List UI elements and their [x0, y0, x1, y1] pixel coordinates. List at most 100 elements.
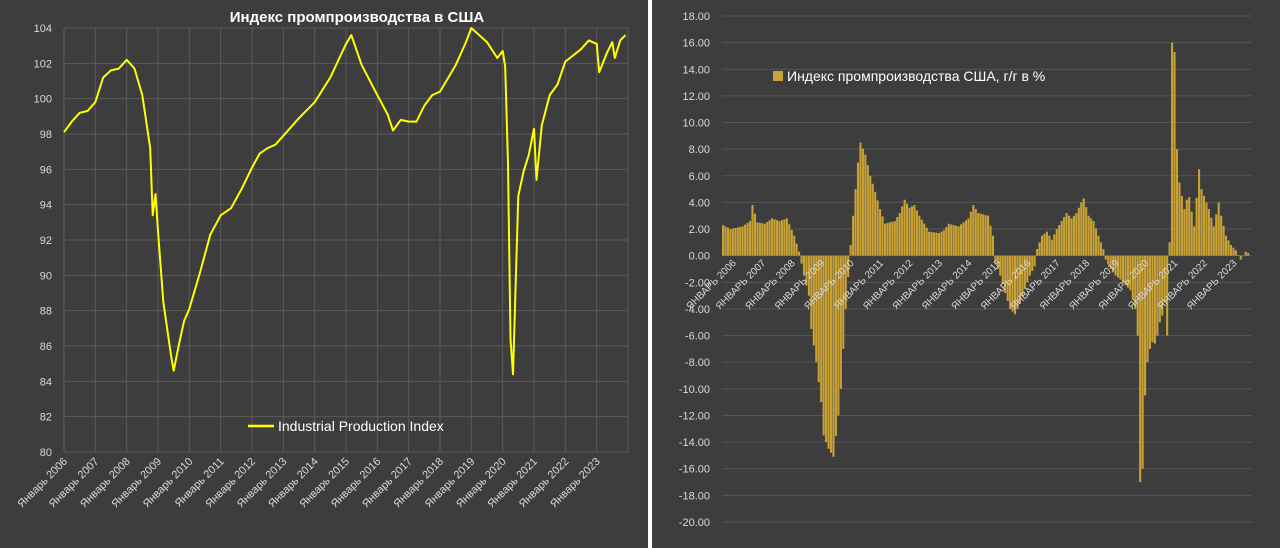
bar	[837, 255, 840, 416]
bar	[746, 222, 749, 256]
bar	[1151, 255, 1154, 343]
y-tick-label: 94	[40, 200, 52, 212]
bar	[736, 227, 739, 256]
bar	[771, 218, 774, 256]
y-tick-label: 86	[40, 341, 52, 353]
bar	[1099, 242, 1102, 256]
bar	[1119, 255, 1122, 280]
bar	[888, 222, 891, 256]
bar	[1090, 218, 1093, 256]
y-tick-label: 84	[40, 376, 52, 388]
y-tick-label: 12.00	[682, 91, 710, 103]
bar	[1026, 255, 1029, 283]
bar	[1097, 235, 1100, 256]
bar	[861, 148, 864, 256]
bar	[1207, 209, 1210, 256]
bar	[773, 219, 776, 256]
right-chart-panel: 18.00 16.00 14.00 12.00 10.00 8.00 6.00 4.00 2.0…	[652, 0, 1280, 548]
y-tick-label: 92	[40, 235, 52, 247]
bar	[1021, 255, 1024, 297]
bar	[869, 175, 872, 256]
y-tick-label: -8.00	[685, 357, 710, 369]
bar	[724, 226, 727, 256]
bar	[1144, 255, 1147, 396]
bar	[751, 205, 754, 256]
bar	[1087, 215, 1090, 256]
bar	[744, 224, 747, 256]
bar	[1232, 247, 1235, 256]
y-tick-label: 90	[40, 270, 52, 282]
bar	[1102, 249, 1105, 256]
bar	[1112, 255, 1115, 273]
bar	[1229, 245, 1233, 256]
bar	[987, 215, 990, 256]
bar	[910, 206, 914, 256]
bar	[1205, 202, 1208, 256]
bar	[1072, 215, 1075, 256]
bar	[1200, 189, 1203, 256]
bar	[982, 214, 985, 256]
bar	[1080, 202, 1083, 256]
bar	[1237, 255, 1240, 256]
y-tick-label: 2.00	[689, 224, 710, 236]
bar	[866, 165, 869, 256]
y-tick-label: -2.00	[685, 277, 710, 289]
bar	[1188, 197, 1191, 256]
bar	[979, 213, 982, 256]
bar	[1175, 149, 1179, 256]
bar	[991, 235, 994, 256]
bar	[1227, 240, 1230, 256]
bar	[1092, 221, 1095, 256]
bar	[739, 226, 742, 256]
bar	[1004, 255, 1007, 293]
bar	[859, 142, 862, 256]
bar	[1107, 255, 1110, 265]
bar	[1244, 251, 1247, 256]
y-tick-label: 80	[40, 447, 52, 459]
bar	[807, 255, 810, 296]
bar	[1001, 255, 1004, 285]
bar	[1045, 231, 1048, 256]
y-tick-label: 88	[40, 306, 52, 318]
y-tick-label: 10.00	[682, 118, 710, 130]
bar	[928, 231, 931, 256]
bar	[893, 221, 896, 256]
bar	[881, 216, 884, 256]
bar	[972, 205, 975, 256]
bar	[874, 191, 877, 256]
bar	[1215, 214, 1218, 256]
bar	[1124, 255, 1127, 285]
bar	[805, 255, 808, 286]
legend-label: Индекс промпроизводства США, г/г в %	[787, 68, 1045, 84]
bar	[734, 227, 737, 256]
bar	[1212, 226, 1215, 256]
bar	[1247, 253, 1250, 256]
y-tick-label: 0.00	[689, 251, 710, 263]
bar	[839, 255, 842, 389]
y-tick-label: 100	[34, 94, 52, 106]
y-tick-label: -20.00	[679, 517, 710, 529]
bar	[942, 230, 945, 256]
bar	[758, 222, 761, 256]
bar	[974, 209, 977, 256]
bar	[1168, 242, 1171, 256]
series-line	[63, 27, 627, 376]
bar	[1013, 255, 1017, 315]
y-tick-label: 98	[40, 129, 52, 141]
bar	[1031, 255, 1034, 271]
bar	[915, 210, 918, 256]
bar	[849, 245, 852, 256]
bar	[1094, 228, 1098, 256]
bar	[1210, 217, 1213, 256]
bar	[1126, 255, 1129, 288]
bar	[1043, 233, 1046, 256]
bar	[1070, 218, 1073, 256]
bar	[1225, 235, 1228, 256]
bar	[945, 227, 948, 256]
y-tick-label: -18.00	[679, 490, 710, 502]
bar	[1163, 255, 1166, 303]
bar	[834, 255, 837, 437]
bar	[741, 226, 744, 256]
bar	[726, 227, 729, 256]
